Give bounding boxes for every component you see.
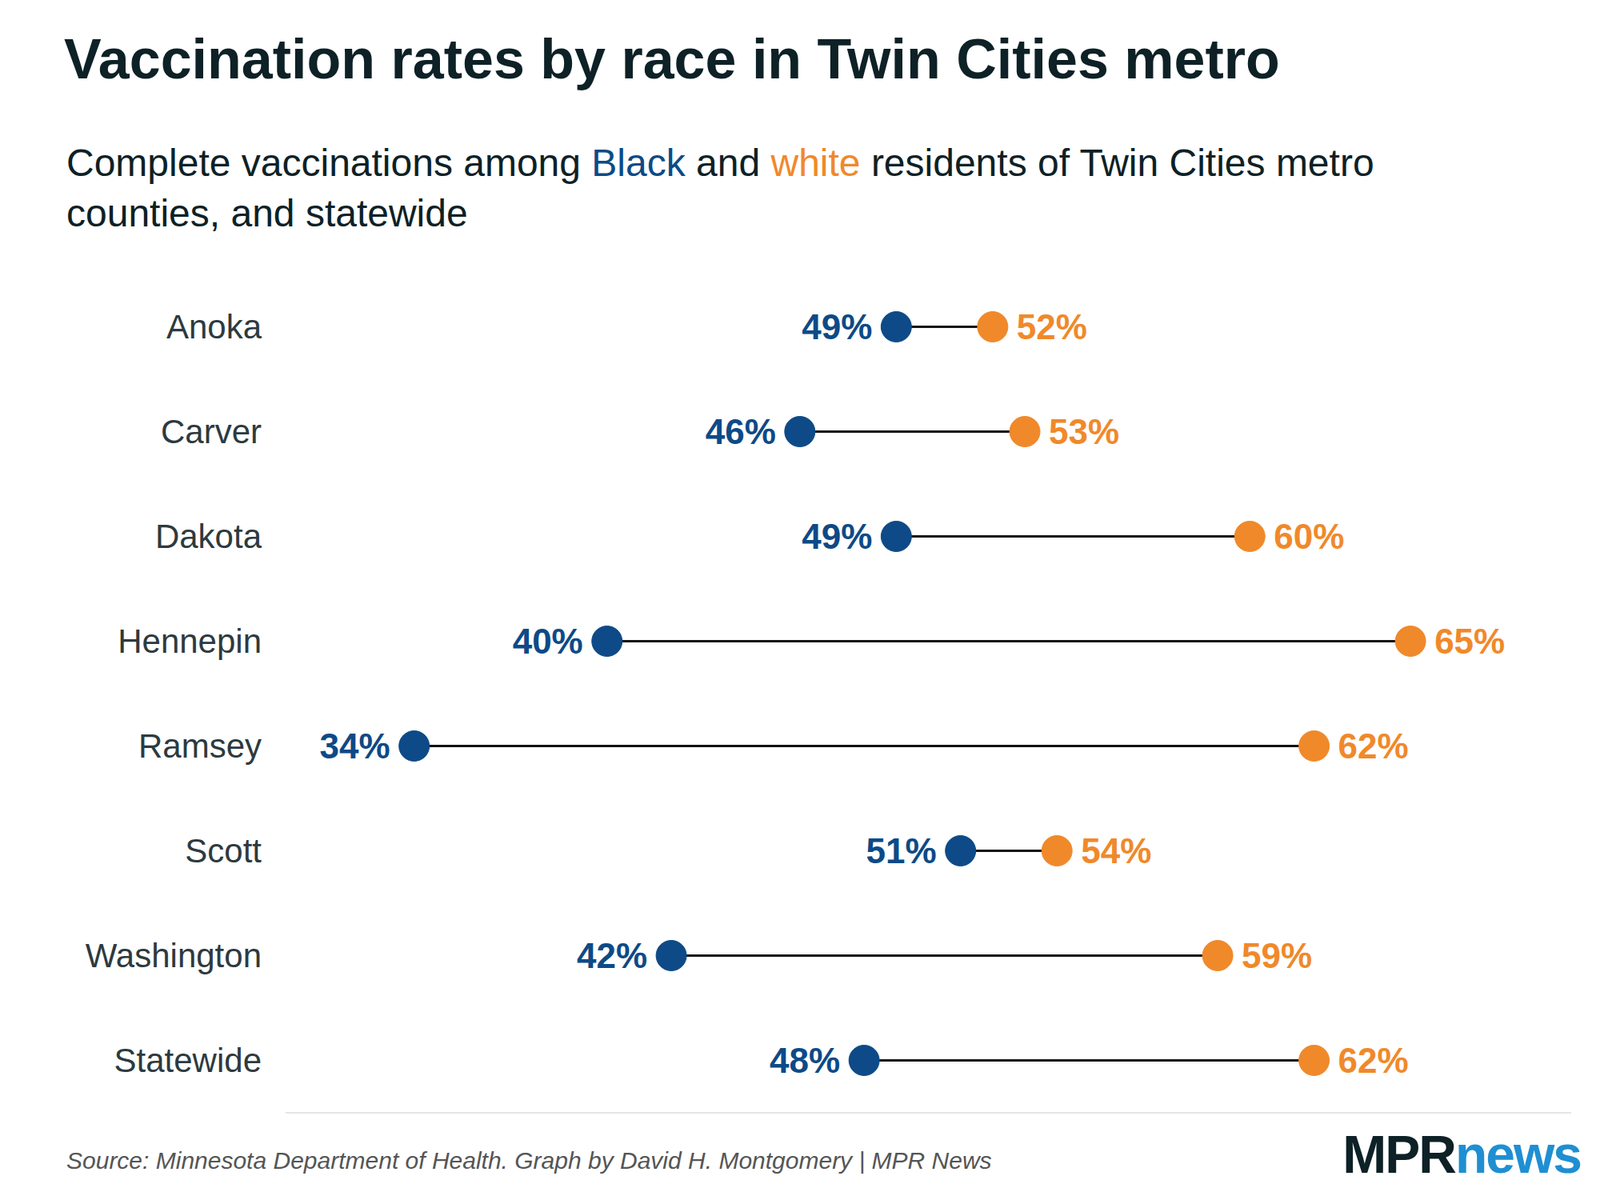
html-text:MPR news: MPR news bbox=[1342, 1124, 1581, 1184]
svg-text:Dakota: Dakota bbox=[155, 517, 263, 556]
html-text:Source: Minnesota Department o: Source: Minnesota Department of Health. … bbox=[66, 1147, 992, 1174]
svg-text:59%: 59% bbox=[1241, 936, 1312, 976]
svg-text:Anoka: Anoka bbox=[166, 308, 263, 346]
svg-text:42%: 42% bbox=[576, 936, 648, 976]
svg-text:49%: 49% bbox=[801, 307, 872, 347]
svg-text:Washington: Washington bbox=[85, 936, 262, 975]
html-text:Complete vaccinations among Bl: Complete vaccinations among Black and wh… bbox=[66, 141, 1375, 235]
svg-text:62%: 62% bbox=[1338, 1040, 1409, 1080]
svg-text:48%: 48% bbox=[769, 1040, 840, 1080]
svg-text:Scott: Scott bbox=[184, 832, 262, 870]
svg-text:51%: 51% bbox=[866, 831, 937, 871]
svg-text:34%: 34% bbox=[320, 726, 391, 766]
svg-text:Carver: Carver bbox=[160, 412, 262, 451]
svg-text:65%: 65% bbox=[1434, 621, 1505, 661]
svg-text:Hennepin: Hennepin bbox=[117, 622, 262, 660]
svg-text:40%: 40% bbox=[512, 621, 584, 661]
svg-text:54%: 54% bbox=[1080, 831, 1152, 871]
svg-text:Statewide: Statewide bbox=[114, 1041, 262, 1080]
svg-text:46%: 46% bbox=[705, 412, 776, 452]
html-text:Vaccination rates by race in T: Vaccination rates by race in Twin Cities… bbox=[64, 28, 1280, 91]
svg-text:62%: 62% bbox=[1338, 726, 1409, 766]
svg-text:53%: 53% bbox=[1048, 412, 1120, 452]
svg-text:Ramsey: Ramsey bbox=[138, 727, 262, 765]
svg-text:49%: 49% bbox=[801, 516, 872, 556]
svg-text:60%: 60% bbox=[1273, 516, 1344, 556]
svg-text:52%: 52% bbox=[1016, 307, 1088, 347]
